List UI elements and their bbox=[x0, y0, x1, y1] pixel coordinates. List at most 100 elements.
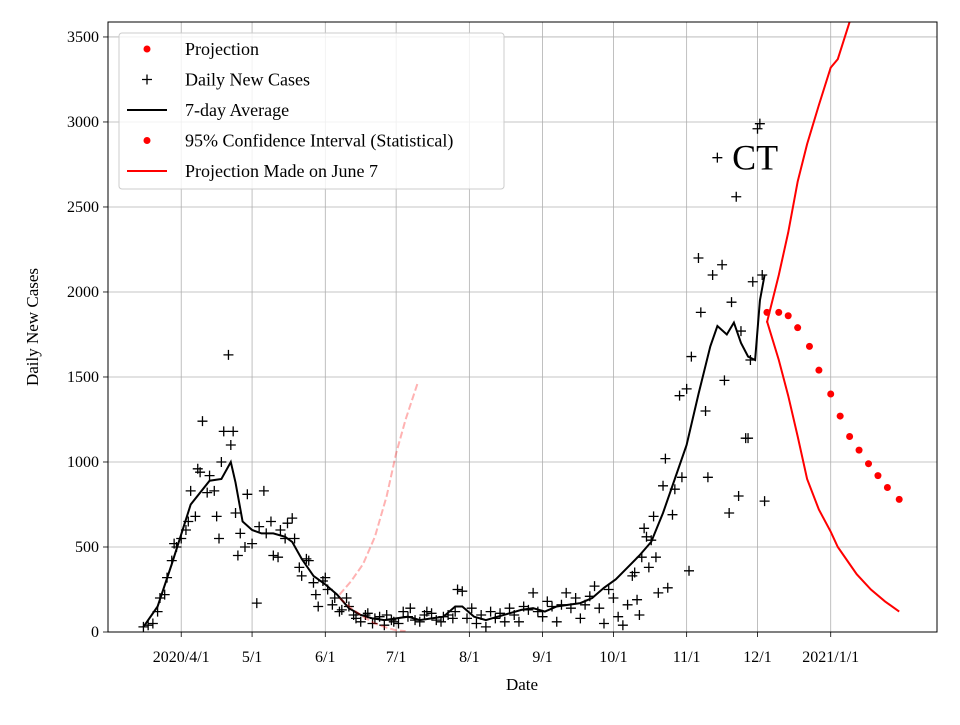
case-point bbox=[343, 601, 354, 612]
case-point bbox=[542, 596, 553, 607]
case-point bbox=[334, 606, 345, 617]
case-point bbox=[329, 592, 340, 603]
projection-point bbox=[815, 366, 823, 374]
case-point bbox=[658, 480, 669, 491]
projection-point bbox=[805, 342, 813, 350]
case-point bbox=[414, 616, 425, 627]
case-point bbox=[504, 603, 515, 614]
case-point bbox=[214, 533, 225, 544]
case-point bbox=[667, 509, 678, 520]
case-point bbox=[242, 489, 253, 500]
x-tick-label: 2021/1/1 bbox=[802, 649, 859, 666]
case-point bbox=[653, 587, 664, 598]
case-point bbox=[367, 618, 378, 629]
projection-point bbox=[895, 495, 903, 503]
case-point bbox=[707, 269, 718, 280]
case-point bbox=[759, 496, 770, 507]
y-tick-label: 1000 bbox=[67, 454, 99, 471]
case-point bbox=[296, 570, 307, 581]
case-point bbox=[202, 487, 213, 498]
case-point bbox=[702, 472, 713, 483]
case-point bbox=[648, 511, 659, 522]
case-point bbox=[537, 611, 548, 622]
case-point bbox=[712, 152, 723, 163]
legend-label: Daily New Cases bbox=[185, 70, 310, 90]
case-point bbox=[313, 601, 324, 612]
case-point bbox=[355, 616, 366, 627]
x-axis-label: Date bbox=[506, 675, 538, 694]
case-point bbox=[294, 562, 305, 573]
case-point bbox=[393, 618, 404, 629]
case-point bbox=[239, 541, 250, 552]
case-point bbox=[643, 562, 654, 573]
case-point bbox=[662, 582, 673, 593]
case-point bbox=[147, 618, 158, 629]
case-point bbox=[686, 351, 697, 362]
y-tick-label: 2500 bbox=[67, 199, 99, 216]
case-point bbox=[684, 565, 695, 576]
case-point bbox=[450, 606, 461, 617]
case-point bbox=[268, 550, 279, 561]
case-point bbox=[447, 613, 458, 624]
case-point bbox=[230, 507, 241, 518]
case-point bbox=[594, 603, 605, 614]
case-point bbox=[700, 405, 711, 416]
case-point bbox=[617, 620, 628, 631]
case-point bbox=[336, 604, 347, 615]
case-point bbox=[632, 594, 643, 605]
case-point bbox=[724, 507, 735, 518]
case-point bbox=[747, 276, 758, 287]
case-point bbox=[223, 349, 234, 360]
x-tick-label: 5/1 bbox=[242, 649, 262, 666]
x-tick-label: 7/1 bbox=[386, 649, 406, 666]
case-point bbox=[228, 426, 239, 437]
case-point bbox=[327, 599, 338, 610]
band-line bbox=[338, 383, 419, 596]
case-point bbox=[235, 528, 246, 539]
case-point bbox=[405, 603, 416, 614]
case-point bbox=[254, 521, 265, 532]
projection-point bbox=[784, 312, 792, 320]
projection-point bbox=[775, 308, 783, 316]
case-point bbox=[211, 511, 222, 522]
case-point bbox=[676, 472, 687, 483]
case-point bbox=[629, 567, 640, 578]
case-point bbox=[381, 609, 392, 620]
x-tick-label: 8/1 bbox=[459, 649, 479, 666]
y-tick-label: 2000 bbox=[67, 284, 99, 301]
case-point bbox=[561, 587, 572, 598]
case-point bbox=[303, 555, 314, 566]
case-point bbox=[754, 118, 765, 129]
case-point bbox=[289, 533, 300, 544]
case-point bbox=[674, 390, 685, 401]
case-point bbox=[471, 618, 482, 629]
case-point bbox=[752, 123, 763, 134]
case-point bbox=[421, 606, 432, 617]
case-point bbox=[195, 467, 206, 478]
case-point bbox=[622, 599, 633, 610]
case-point bbox=[275, 524, 286, 535]
case-point bbox=[436, 616, 447, 627]
x-tick-label: 6/1 bbox=[315, 649, 335, 666]
y-tick-label: 3500 bbox=[67, 29, 99, 46]
case-point bbox=[485, 606, 496, 617]
case-point bbox=[258, 485, 269, 496]
case-point bbox=[282, 518, 293, 529]
case-point bbox=[341, 592, 352, 603]
case-point bbox=[528, 587, 539, 598]
case-point bbox=[499, 616, 510, 627]
x-tick-label: 9/1 bbox=[532, 649, 552, 666]
case-point bbox=[247, 538, 258, 549]
case-point bbox=[570, 592, 581, 603]
case-point bbox=[197, 416, 208, 427]
case-point bbox=[532, 606, 543, 617]
case-point bbox=[681, 383, 692, 394]
case-point bbox=[218, 426, 229, 437]
legend-label: Projection bbox=[185, 39, 259, 59]
case-point bbox=[461, 613, 472, 624]
case-point bbox=[232, 550, 243, 561]
x-tick-label: 12/1 bbox=[743, 649, 771, 666]
case-point bbox=[457, 586, 468, 597]
case-point bbox=[452, 584, 463, 595]
